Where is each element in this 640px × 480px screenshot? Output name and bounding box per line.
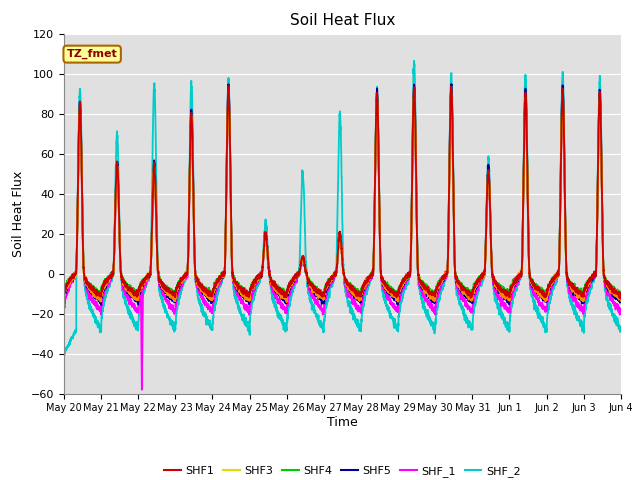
SHF2	[60, 297, 68, 303]
SHF2	[322, 287, 330, 292]
SHF3	[322, 286, 330, 292]
SHF3	[436, 280, 444, 286]
SHF2	[447, 89, 455, 95]
SHF1	[160, 285, 168, 290]
SHF_1	[138, 387, 146, 393]
SHF1	[322, 284, 330, 289]
SHF2	[499, 294, 507, 300]
Y-axis label: Soil Heat Flux: Soil Heat Flux	[12, 170, 25, 257]
Line: SHF2: SHF2	[64, 92, 621, 302]
SHF3	[616, 294, 624, 300]
SHF_2	[60, 351, 68, 357]
SHF1	[436, 280, 444, 286]
SHF5	[616, 299, 624, 305]
SHF1	[499, 288, 507, 294]
SHF4	[431, 294, 439, 300]
SHF3	[617, 295, 625, 300]
SHF5	[617, 299, 625, 305]
SHF1	[616, 296, 624, 301]
SHF_1	[616, 311, 624, 316]
SHF5	[161, 288, 168, 294]
Legend: SHF1, SHF2, SHF3, SHF4, SHF5, SHF_1, SHF_2: SHF1, SHF2, SHF3, SHF4, SHF5, SHF_1, SHF…	[160, 462, 525, 480]
Line: SHF1: SHF1	[64, 85, 621, 299]
SHF2	[436, 279, 444, 285]
SHF1	[60, 291, 68, 297]
SHF2	[468, 298, 476, 304]
SHF3	[499, 288, 507, 293]
SHF2	[160, 285, 168, 290]
SHF5	[468, 298, 476, 303]
SHF4	[322, 285, 330, 291]
SHF_1	[161, 291, 168, 297]
SHF_1	[468, 307, 476, 312]
Line: SHF5: SHF5	[64, 84, 621, 305]
SHF_2	[468, 325, 476, 331]
SHF4	[616, 291, 624, 297]
SHF_1	[436, 281, 444, 287]
SHF2	[283, 300, 291, 305]
X-axis label: Time: Time	[327, 416, 358, 429]
SHF_2	[410, 58, 418, 64]
Text: TZ_fmet: TZ_fmet	[67, 49, 118, 59]
SHF1	[616, 294, 624, 300]
SHF5	[97, 302, 105, 308]
SHF_2	[61, 352, 68, 358]
SHF5	[322, 288, 330, 293]
SHF4	[225, 86, 232, 92]
SHF5	[436, 279, 444, 285]
SHF5	[499, 293, 507, 299]
SHF_2	[436, 291, 444, 297]
SHF1	[617, 293, 625, 299]
Line: SHF3: SHF3	[64, 96, 621, 300]
SHF_1	[322, 295, 330, 301]
SHF_2	[617, 324, 625, 330]
SHF_1	[617, 308, 625, 314]
SHF_1	[499, 300, 507, 306]
SHF4	[60, 291, 68, 297]
SHF3	[468, 297, 476, 302]
SHF3	[60, 293, 68, 299]
SHF_2	[616, 326, 624, 332]
SHF1	[467, 291, 475, 297]
SHF4	[436, 279, 444, 285]
Line: SHF4: SHF4	[64, 89, 621, 297]
SHF_2	[322, 304, 330, 310]
SHF3	[160, 285, 168, 290]
SHF4	[468, 287, 476, 293]
SHF3	[225, 93, 232, 99]
SHF_2	[161, 304, 168, 310]
SHF5	[60, 298, 68, 304]
SHF_1	[60, 309, 68, 315]
SHF2	[617, 298, 625, 304]
SHF2	[616, 295, 624, 301]
SHF3	[467, 293, 475, 299]
SHF1	[225, 83, 232, 88]
SHF5	[448, 81, 456, 87]
Line: SHF_2: SHF_2	[64, 61, 621, 355]
Title: Soil Heat Flux: Soil Heat Flux	[290, 13, 395, 28]
SHF4	[617, 290, 625, 296]
SHF_2	[499, 313, 507, 319]
SHF4	[499, 287, 507, 293]
SHF_1	[225, 101, 232, 107]
SHF4	[160, 283, 168, 289]
Line: SHF_1: SHF_1	[64, 104, 621, 390]
